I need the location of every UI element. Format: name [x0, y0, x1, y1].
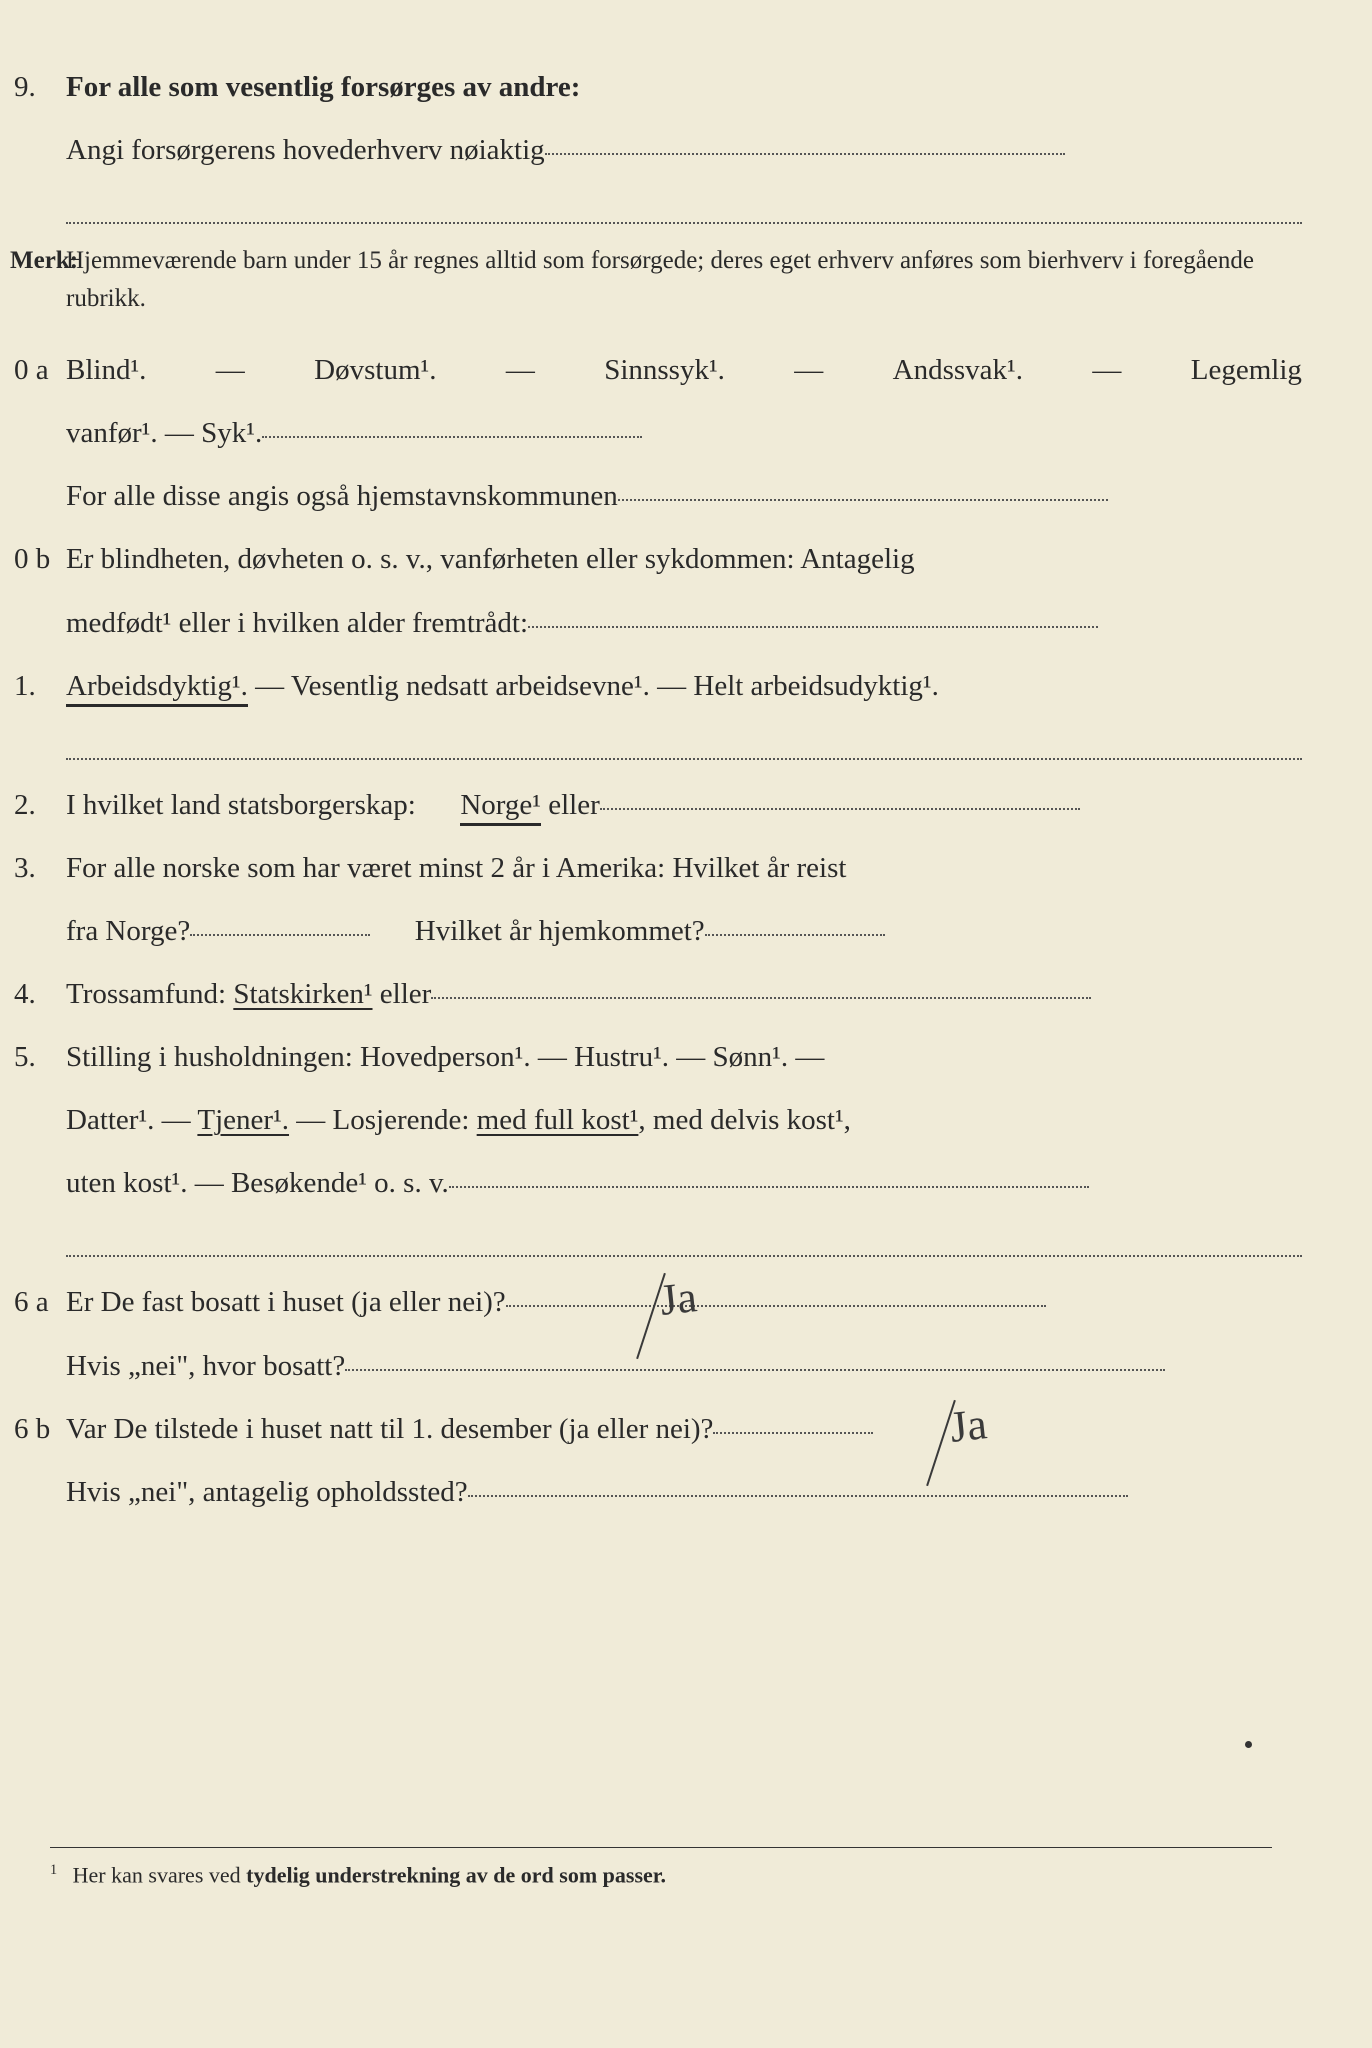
q15-kost: med full kost¹ [477, 1104, 639, 1136]
q10a-row3: For alle disse angis også hjemstavnskomm… [10, 469, 1332, 524]
q10b-number: 0 b [10, 532, 66, 587]
fill-line [345, 1369, 1165, 1371]
q9-number: 9. [10, 60, 66, 115]
q12-number: 2. [10, 778, 66, 833]
q10a-hjemstavn: For alle disse angis også hjemstavnskomm… [66, 480, 618, 512]
q10b-row2: medfødt¹ eller i hvilken alder fremtrådt… [10, 596, 1332, 651]
fill-line [545, 153, 1065, 155]
opt-andssvak: Andssvak¹. [893, 343, 1023, 398]
q16b-line2: Hvis „nei", antagelig opholdssted? [66, 1476, 468, 1508]
q9-title-row: 9. For alle som vesentlig forsørges av a… [10, 60, 1332, 115]
q11-number: 1. [10, 659, 66, 714]
q16a-row2: Hvis „nei", hvor bosatt? [10, 1339, 1332, 1394]
q12-text1: I hvilket land statsborgerskap: [66, 789, 416, 821]
q10b-line1: Er blindheten, døvheten o. s. v., vanfør… [66, 532, 1332, 587]
footnote-text-b: tydelig understrekning av de ord som pas… [246, 1862, 666, 1887]
q13-row1: 3. For alle norske som har været minst 2… [10, 841, 1332, 896]
fill-line [713, 1432, 873, 1434]
q13-hjem: Hvilket år hjemkommet? [415, 915, 705, 947]
q15-number: 5. [10, 1030, 66, 1085]
fill-line [600, 808, 1080, 810]
merk-label: Merk: [10, 242, 66, 317]
q13-row2: fra Norge? Hvilket år hjemkommet? [10, 904, 1332, 959]
opt-vanfor: vanfør¹. [66, 417, 158, 449]
q11-opt1: Arbeidsdyktig¹. [66, 670, 248, 707]
q16a-line2: Hvis „nei", hvor bosatt? [66, 1350, 345, 1382]
footnote: 1 Her kan svares ved tydelig understrekn… [50, 1847, 1272, 1888]
fill-line-full [66, 732, 1302, 760]
q10a-row1: 0 a Blind¹. — Døvstum¹. — Sinnssyk¹. — A… [10, 343, 1332, 398]
fill-line-full [66, 196, 1302, 224]
q14-number: 4. [10, 967, 66, 1022]
q11-opt2: Vesentlig nedsatt arbeidsevne¹. [291, 670, 650, 702]
q12-norge: Norge¹ [460, 789, 541, 826]
q11-opt3: Helt arbeidsudyktig¹. [693, 670, 938, 702]
q15-line3: uten kost¹. — Besøkende¹ o. s. v. [66, 1167, 449, 1199]
q15-row3: uten kost¹. — Besøkende¹ o. s. v. [10, 1156, 1332, 1211]
fill-line [449, 1186, 1089, 1188]
q14-row: 4. Trossamfund: Statskirken¹ eller [10, 967, 1332, 1022]
stray-dot [1245, 1741, 1252, 1748]
fill-line-full [66, 1229, 1302, 1257]
fill-line [528, 626, 1098, 628]
q10a-number: 0 a [10, 343, 66, 398]
census-form-page: 9. For alle som vesentlig forsørges av a… [10, 60, 1332, 2008]
opt-blind: Blind¹. [66, 343, 146, 398]
opt-syk: Syk¹. [201, 417, 262, 449]
q13-line1: For alle norske som har været minst 2 år… [66, 841, 1332, 896]
q9-line-row: Angi forsørgerens hovederhverv nøiaktig [10, 123, 1332, 178]
fill-line [618, 499, 1108, 501]
opt-dovstum: Døvstum¹. [314, 343, 436, 398]
footnote-marker: 1 [50, 1862, 57, 1878]
fill-line [431, 997, 1091, 999]
q11-row: 1. Arbeidsdyktig¹. — Vesentlig nedsatt a… [10, 659, 1332, 714]
q16a-row1: 6 a Er De fast bosatt i huset (ja eller … [10, 1275, 1332, 1330]
q15-delvis: , med delvis kost¹, [638, 1104, 851, 1136]
q10b-line2: medfødt¹ eller i hvilken alder fremtrådt… [66, 607, 528, 639]
q15-row1: 5. Stilling i husholdningen: Hovedperson… [10, 1030, 1332, 1085]
merk-text: Hjemmeværende barn under 15 år regnes al… [66, 242, 1332, 317]
q12-eller: eller [548, 789, 600, 821]
fill-line [506, 1305, 1046, 1307]
q16a-number: 6 a [10, 1275, 66, 1330]
q13-fra: fra Norge? [66, 915, 190, 947]
q16b-row2: Hvis „nei", antagelig opholdssted? [10, 1465, 1332, 1520]
q14-text1: Trossamfund: [66, 978, 226, 1010]
q14-eller: eller [380, 978, 432, 1010]
opt-legemlig: Legemlig [1191, 343, 1302, 398]
q10a-row2: vanfør¹. — Syk¹. [10, 406, 1332, 461]
q15-datter: Datter¹. — [66, 1104, 191, 1136]
fill-line [705, 934, 885, 936]
answer-16b-handwriting: Ja [946, 1382, 991, 1469]
q13-number: 3. [10, 841, 66, 896]
fill-line [190, 934, 370, 936]
q10b-row1: 0 b Er blindheten, døvheten o. s. v., va… [10, 532, 1332, 587]
q16a-line1: Er De fast bosatt i huset (ja eller nei)… [66, 1286, 506, 1318]
q9-prompt: Angi forsørgerens hovederhverv nøiaktig [66, 134, 545, 166]
q16b-line1: Var De tilstede i huset natt til 1. dese… [66, 1413, 713, 1445]
q15-losj: — Losjerende: [296, 1104, 469, 1136]
answer-16a-handwriting: Ja [656, 1256, 701, 1343]
footnote-text-a: Her kan svares ved [73, 1862, 247, 1887]
fill-line [262, 436, 642, 438]
q15-tjener: Tjener¹. [197, 1104, 289, 1136]
q16b-row1: 6 b Var De tilstede i huset natt til 1. … [10, 1402, 1332, 1457]
merk-note: Merk: Hjemmeværende barn under 15 år reg… [10, 242, 1332, 317]
q15-row2: Datter¹. — Tjener¹. — Losjerende: med fu… [10, 1093, 1332, 1148]
q9-title: For alle som vesentlig forsørges av andr… [66, 60, 1332, 115]
q12-row: 2. I hvilket land statsborgerskap: Norge… [10, 778, 1332, 833]
q14-statskirken: Statskirken¹ [233, 978, 372, 1010]
q15-line1: Stilling i husholdningen: Hovedperson¹. … [66, 1030, 1332, 1085]
opt-sinnssyk: Sinnssyk¹. [604, 343, 725, 398]
q16b-number: 6 b [10, 1402, 66, 1457]
fill-line [468, 1495, 1128, 1497]
